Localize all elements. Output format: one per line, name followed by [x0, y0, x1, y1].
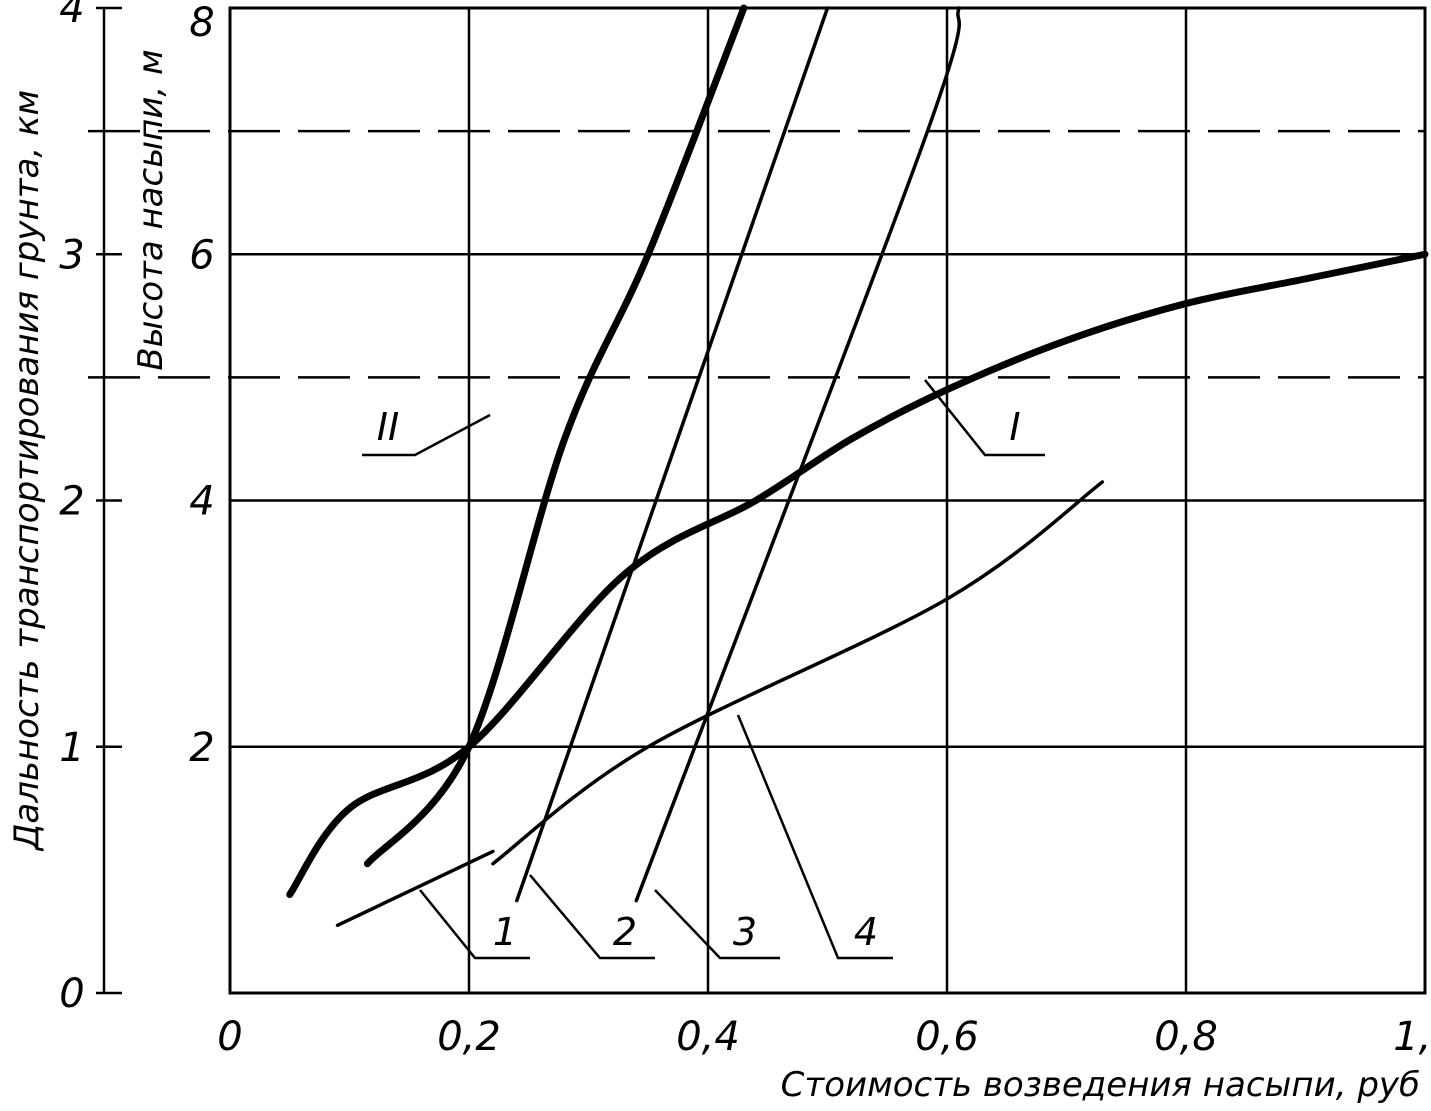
- series-line-I: [286, 250, 1429, 898]
- y-right-tick-label: 4: [189, 479, 214, 525]
- y-left-tick-label: 1: [59, 725, 84, 771]
- x-tick-label: 1,0: [1393, 1014, 1431, 1060]
- curve-label-II: II: [377, 405, 399, 449]
- y-right-tick-label: 2: [189, 725, 214, 771]
- y-left-tick-label: 3: [59, 232, 84, 278]
- series-line-2: [515, 6, 830, 903]
- leader-line-1: [419, 889, 530, 960]
- series-line-4: [491, 480, 1105, 866]
- curve-label-4: 4: [854, 910, 878, 954]
- leader-line-I: [924, 379, 1045, 457]
- x-tick-label: 0,4: [676, 1014, 740, 1060]
- grid: [230, 8, 1425, 993]
- x-tick-label: 0,8: [1154, 1014, 1218, 1060]
- y-left-tick-label: 4: [59, 0, 84, 32]
- x-tick-label: 0,2: [437, 1014, 501, 1060]
- curve-label-3: 3: [733, 910, 757, 954]
- y-left-axis-title: Дальность транспортирования грунта, км: [7, 90, 47, 852]
- leader-line-2: [529, 874, 655, 960]
- x-axis-title: Стоимость возведения насыпи, руб: [781, 1065, 1420, 1105]
- y-right-tick-label: 6: [189, 232, 214, 278]
- leader-line-4: [736, 714, 893, 960]
- series-line-3: [634, 6, 961, 903]
- leader-line-II: [362, 413, 491, 457]
- y-right-axis-title: Высота насыпи, м: [131, 49, 171, 370]
- curve-label-1: 1: [493, 910, 517, 954]
- tick-labels: 0 0,2 0,4 0,6 0,8 1,0 0 1 2 3 4 2 4 6 8: [59, 0, 1431, 1060]
- curve-label-I: I: [1009, 405, 1020, 449]
- series-line-II: [363, 4, 748, 868]
- y-right-tick-label: 8: [189, 0, 214, 46]
- curve-label-2: 2: [613, 910, 637, 954]
- y-left-tick-label: 0: [59, 971, 84, 1017]
- x-tick-label: 0: [217, 1014, 242, 1060]
- y-left-tick-label: 2: [59, 479, 84, 525]
- series-line-1: [335, 849, 495, 928]
- x-tick-label: 0,6: [915, 1014, 979, 1060]
- dashed-reference-lines: [88, 129, 1425, 379]
- series-lines: [286, 4, 1429, 928]
- leader-line-3: [654, 889, 780, 960]
